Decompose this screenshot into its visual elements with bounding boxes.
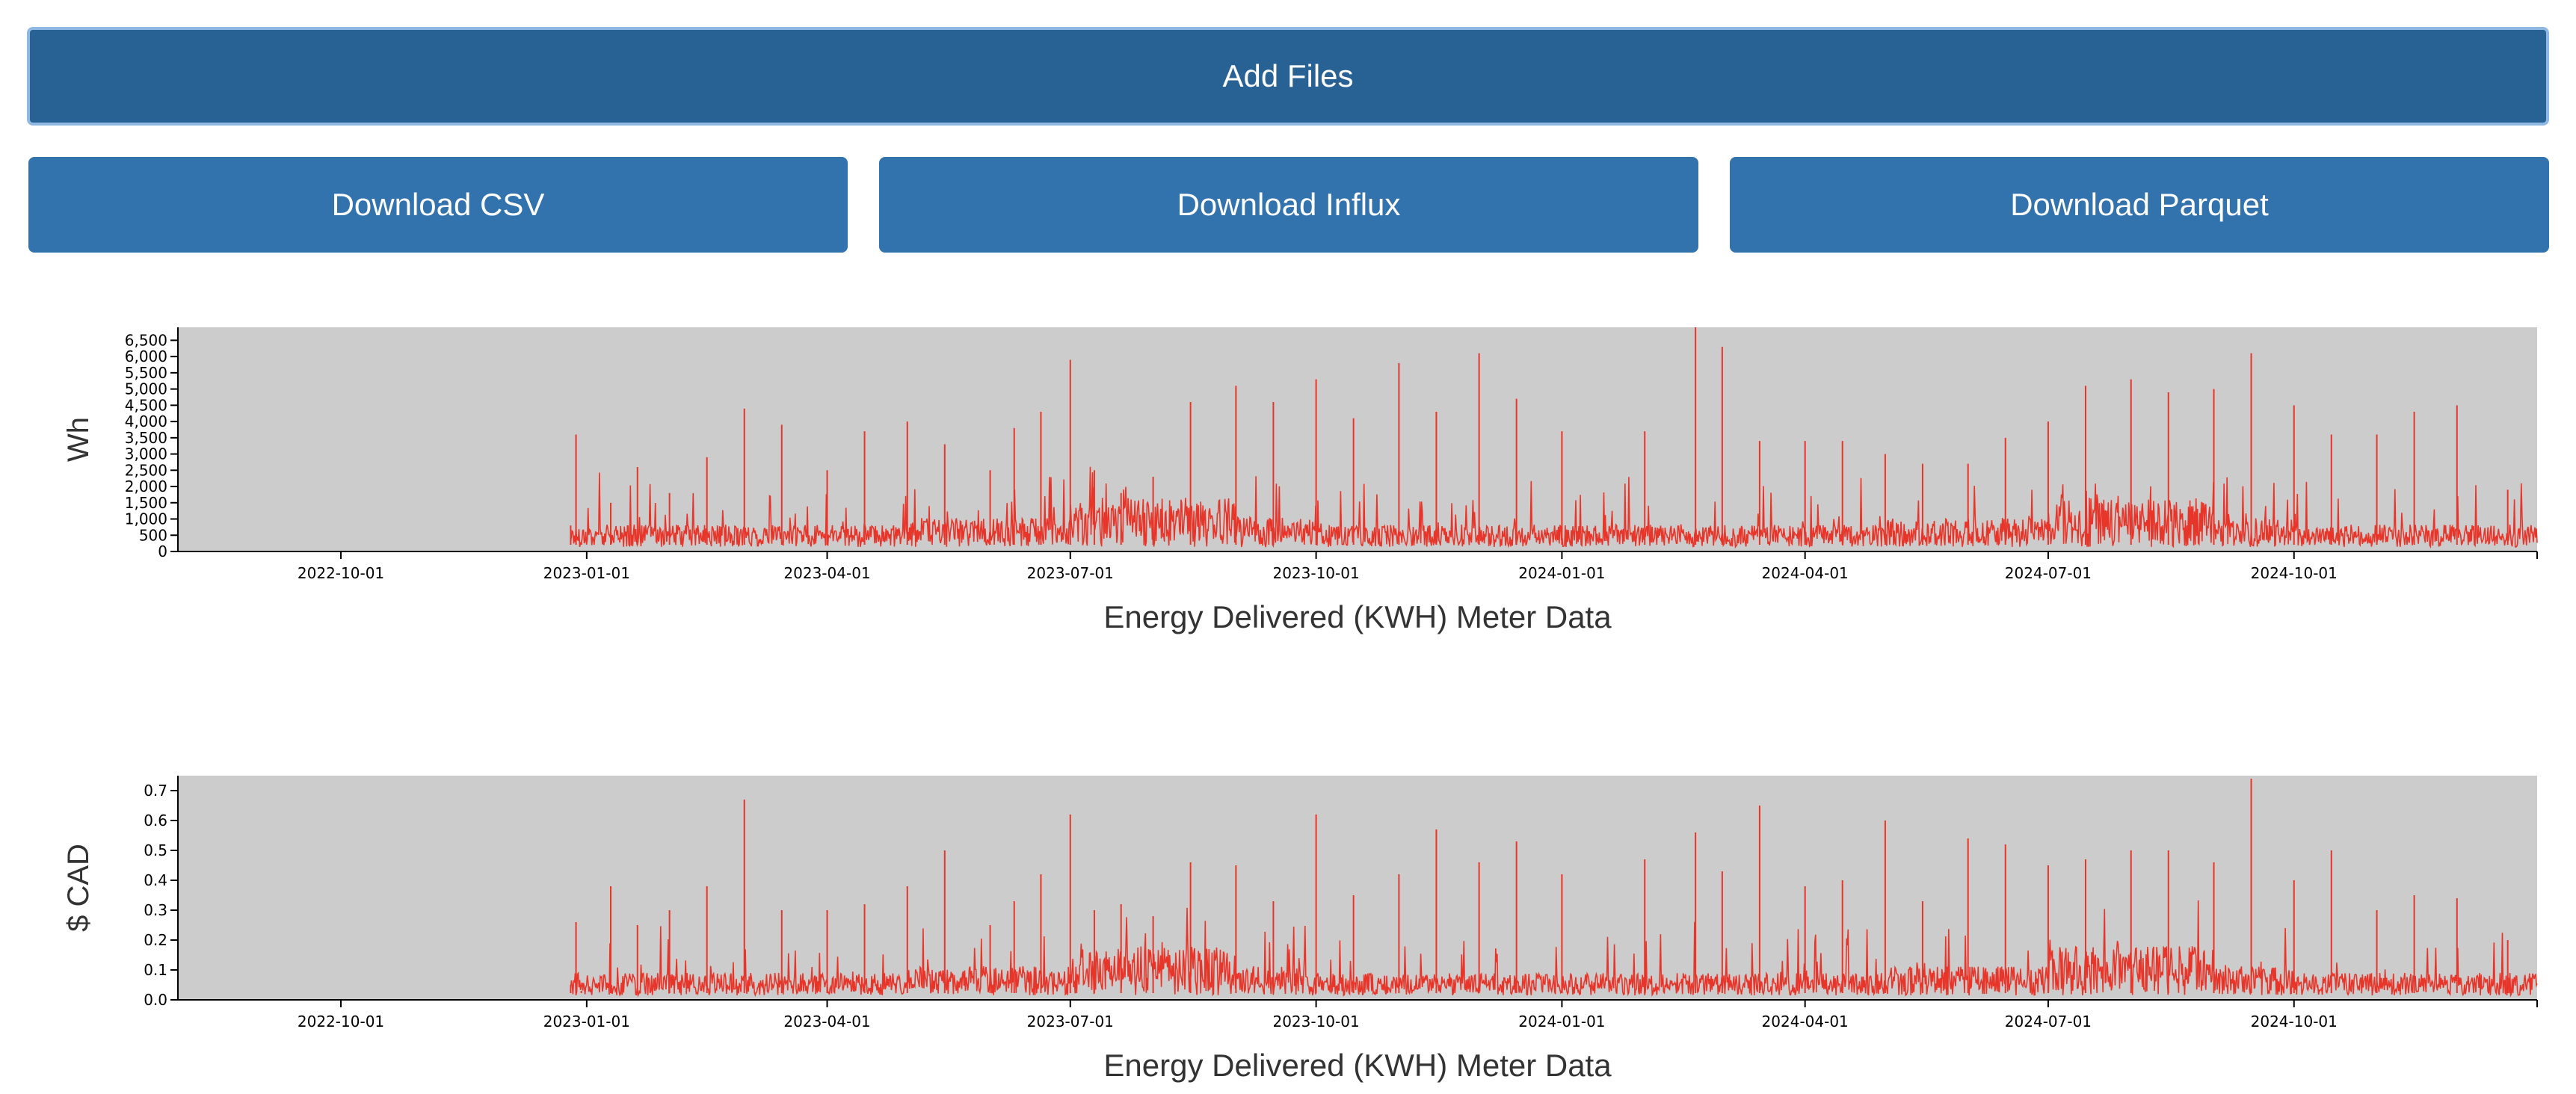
x-tick-label: 2023-07-01 <box>1027 564 1114 582</box>
y-tick-label: 3,500 <box>125 429 167 447</box>
plot-area <box>178 776 2537 1000</box>
y-tick: 6,500 <box>125 331 178 349</box>
y-tick: 0.5 <box>144 841 178 859</box>
x-tick-label: 2023-10-01 <box>1272 1013 1359 1030</box>
y-tick-label: 0.3 <box>144 901 167 919</box>
y-tick-label: 500 <box>139 526 167 544</box>
cost-cad-chart[interactable]: 0.0 0.1 0.2 0.3 0.4 0.5 0.6 0.7 2022-10-01 2023-0… <box>0 762 2576 1083</box>
add-files-button[interactable]: Add Files <box>27 27 2549 126</box>
x-tick-label: 2024-07-01 <box>2005 1013 2092 1030</box>
y-tick: 3,000 <box>125 445 178 463</box>
x-tick-label: 2023-04-01 <box>783 1013 870 1030</box>
y-tick-label: 0.0 <box>144 991 167 1009</box>
y-tick: 4,500 <box>125 396 178 414</box>
y-tick-label: 3,000 <box>125 445 167 463</box>
y-tick: 6,000 <box>125 347 178 365</box>
x-axis-label: Energy Delivered (KWH) Meter Data <box>1103 1048 1612 1083</box>
y-tick: 500 <box>139 526 178 544</box>
x-tick: 2024-04-01 <box>1762 551 1849 582</box>
x-tick-label: 2023-07-01 <box>1027 1013 1114 1030</box>
x-tick-label: 2024-10-01 <box>2251 1013 2338 1030</box>
y-tick: 0.3 <box>144 901 178 919</box>
y-tick: 2,500 <box>125 461 178 479</box>
y-tick-label: 1,500 <box>125 494 167 512</box>
x-tick: 2024-01-01 <box>1518 1000 1606 1030</box>
y-tick-label: 0.1 <box>144 961 167 979</box>
energy-wh-chart[interactable]: 05001,0001,5002,0002,5003,0003,5004,0004… <box>0 314 2576 634</box>
y-tick: 0.6 <box>144 812 178 829</box>
series-line <box>570 466 2538 549</box>
download-parquet-label: Download Parquet <box>2010 187 2269 222</box>
y-tick: 1,500 <box>125 494 178 512</box>
y-tick-label: 0.4 <box>144 871 167 889</box>
x-tick: 2022-10-01 <box>298 551 384 582</box>
download-influx-label: Download Influx <box>1177 187 1401 222</box>
y-tick-label: 4,500 <box>125 396 167 414</box>
download-csv-label: Download CSV <box>331 187 545 222</box>
x-tick-label: 2023-01-01 <box>543 1013 630 1030</box>
y-tick-label: 0.2 <box>144 931 167 949</box>
y-tick: 1,000 <box>125 510 178 528</box>
x-tick-label: 2024-10-01 <box>2251 564 2338 582</box>
x-tick-label: 2024-01-01 <box>1518 564 1605 582</box>
download-influx-button[interactable]: Download Influx <box>879 157 1698 253</box>
x-tick: 2024-07-01 <box>2005 1000 2092 1030</box>
x-tick-label: 2023-04-01 <box>783 564 870 582</box>
x-tick: 2024-01-01 <box>1518 551 1606 582</box>
x-tick: 2024-07-01 <box>2005 551 2092 582</box>
y-tick-label: 4,000 <box>125 412 167 430</box>
plot-area <box>178 327 2537 551</box>
x-tick-label: 2022-10-01 <box>298 564 384 582</box>
y-tick-label: 5,500 <box>125 364 167 382</box>
x-tick: 2023-04-01 <box>783 551 871 582</box>
x-tick-label: 2024-07-01 <box>2005 564 2092 582</box>
x-tick-label: 2022-10-01 <box>298 1013 384 1030</box>
y-tick: 5,500 <box>125 364 178 382</box>
x-tick: 2023-01-01 <box>543 1000 630 1030</box>
x-tick: 2023-04-01 <box>783 1000 871 1030</box>
y-tick-label: 6,000 <box>125 347 167 365</box>
y-tick: 5,000 <box>125 380 178 398</box>
y-tick-label: 2,500 <box>125 461 167 479</box>
y-tick-label: 0.7 <box>144 782 167 800</box>
download-parquet-button[interactable]: Download Parquet <box>1730 157 2549 253</box>
x-tick-label: 2023-10-01 <box>1272 564 1359 582</box>
y-tick-label: 1,000 <box>125 510 167 528</box>
series-line <box>570 900 2538 998</box>
x-tick: 2023-10-01 <box>1272 1000 1360 1030</box>
y-tick-label: 6,500 <box>125 331 167 349</box>
x-tick: 2023-01-01 <box>543 551 630 582</box>
x-tick: 2024-04-01 <box>1762 1000 1849 1030</box>
y-tick: 0.7 <box>144 782 178 800</box>
y-tick: 2,000 <box>125 478 178 495</box>
y-tick: 4,000 <box>125 412 178 430</box>
x-tick: 2022-10-01 <box>298 1000 384 1030</box>
x-tick: 2023-07-01 <box>1027 1000 1114 1030</box>
x-tick: 2024-10-01 <box>2251 551 2338 582</box>
y-tick: 0.2 <box>144 931 178 949</box>
y-tick: 0 <box>158 543 178 560</box>
y-tick-label: 0 <box>158 543 167 560</box>
x-axis-label: Energy Delivered (KWH) Meter Data <box>1103 599 1612 634</box>
x-tick: 2024-10-01 <box>2251 1000 2338 1030</box>
x-tick-label: 2024-01-01 <box>1518 1013 1605 1030</box>
y-tick: 3,500 <box>125 429 178 447</box>
add-files-label: Add Files <box>1222 58 1354 93</box>
y-tick: 0.4 <box>144 871 178 889</box>
x-tick-label: 2024-04-01 <box>1762 564 1849 582</box>
y-axis-label: Wh <box>62 417 95 462</box>
y-tick: 0.0 <box>144 991 178 1009</box>
x-tick: 2023-10-01 <box>1272 551 1360 582</box>
y-tick-label: 2,000 <box>125 478 167 495</box>
x-tick-label: 2024-04-01 <box>1762 1013 1849 1030</box>
download-csv-button[interactable]: Download CSV <box>28 157 848 253</box>
y-tick-label: 0.6 <box>144 812 167 829</box>
y-tick-label: 0.5 <box>144 841 167 859</box>
y-axis-label: $ CAD <box>62 844 95 932</box>
x-tick-label: 2023-01-01 <box>543 564 630 582</box>
x-tick: 2023-07-01 <box>1027 551 1114 582</box>
y-tick-label: 5,000 <box>125 380 167 398</box>
y-tick: 0.1 <box>144 961 178 979</box>
